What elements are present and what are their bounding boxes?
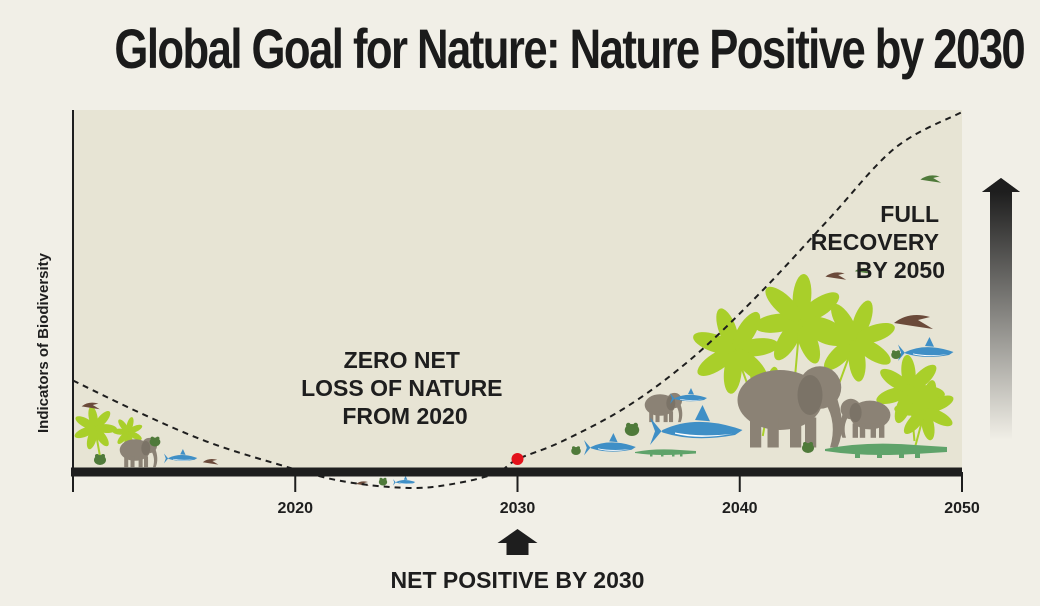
fauna-illustration [74, 175, 954, 486]
nature-positive-marker [511, 453, 524, 465]
x-tick-label: 2030 [500, 500, 536, 517]
frog-icon [378, 477, 388, 486]
full-recovery-label: FULL RECOVERY BY 2050 [811, 201, 945, 283]
plot-area [73, 110, 962, 472]
elephant-icon [840, 398, 891, 438]
frog-icon [94, 454, 106, 465]
palm-leaf-icon [693, 308, 779, 411]
palm-leaf-icon [813, 300, 895, 398]
up-arrow-icon [497, 529, 538, 555]
frog-icon [624, 422, 640, 436]
bird-icon [894, 315, 933, 329]
elephant-icon [737, 366, 842, 448]
palm-leaf-icon [74, 406, 117, 460]
up-arrow-icon [982, 178, 1020, 440]
crocodile-icon [825, 443, 947, 458]
x-tick-label: 2020 [277, 500, 313, 517]
net-positive-label: NET POSITIVE BY 2030 [391, 567, 645, 593]
shark-icon [650, 405, 743, 445]
frog-icon [149, 436, 161, 447]
x-tick-label: 2050 [944, 500, 980, 517]
elephant-icon [119, 437, 158, 468]
crocodile-icon [635, 449, 696, 457]
x-ticks: 2020 2030 2040 2050 [72, 472, 980, 517]
zero-net-line-3: FROM 2020 [342, 403, 467, 429]
biodiversity-curve [72, 111, 963, 490]
frog-icon [802, 442, 814, 453]
zero-net-label: ZERO NET LOSS OF NATURE FROM 2020 [301, 347, 509, 429]
palm-leaf-icon [754, 273, 845, 388]
shark-icon [898, 337, 954, 361]
palm-leaf-icon [894, 380, 954, 454]
chart-title: Global Goal for Nature: Nature Positive … [114, 17, 1025, 80]
y-axis-label: Indicators of Biodiversity [35, 252, 52, 433]
shark-icon [393, 476, 416, 486]
zero-net-line-2: LOSS OF NATURE [301, 375, 502, 401]
frog-icon [571, 446, 581, 455]
bird-icon [854, 268, 871, 274]
bird-icon [825, 272, 847, 280]
shark-icon [164, 449, 198, 464]
shark-icon [670, 388, 707, 404]
bird-icon [81, 402, 100, 410]
full-recovery-line-2: RECOVERY [811, 229, 939, 255]
frog-icon [891, 350, 901, 359]
full-recovery-line-3: BY 2050 [856, 257, 945, 283]
elephant-icon [644, 392, 683, 423]
zero-net-line-1: ZERO NET [344, 347, 460, 373]
full-recovery-line-1: FULL [880, 201, 939, 227]
x-tick-label: 2040 [722, 500, 758, 517]
bird-icon [202, 459, 219, 465]
shark-icon [584, 433, 636, 456]
bird-icon [920, 175, 942, 183]
